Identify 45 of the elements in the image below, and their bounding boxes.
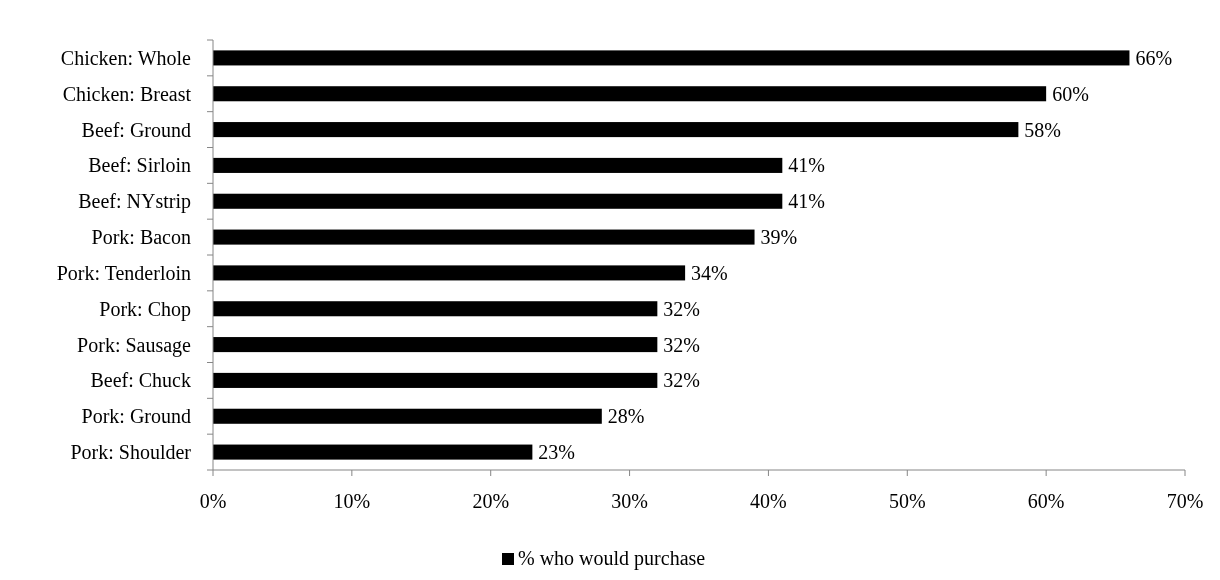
x-tick-label: 20%: [472, 490, 510, 512]
y-tick-label: Beef: Sirloin: [88, 154, 191, 177]
data-label: 60%: [1052, 82, 1089, 105]
x-tick-label: 70%: [1166, 490, 1204, 512]
bar: [213, 301, 658, 317]
data-label: 39%: [760, 226, 798, 249]
data-label: 41%: [788, 154, 825, 177]
x-tick-label: 50%: [888, 490, 926, 512]
bar: [213, 444, 533, 460]
y-tick-label: Pork: Tenderloin: [56, 261, 191, 284]
bar: [213, 229, 755, 245]
y-tick-label: Chicken: Breast: [62, 82, 192, 105]
data-label: 32%: [663, 369, 701, 392]
y-tick-label: Pork: Shoulder: [70, 441, 192, 464]
data-label: 41%: [788, 190, 825, 213]
data-label: 58%: [1024, 118, 1062, 141]
bar: [213, 265, 686, 281]
data-label: 34%: [691, 261, 728, 284]
y-tick-label: Chicken: Whole: [60, 46, 192, 69]
bar: [213, 157, 783, 173]
y-tick-label: Pork: Sausage: [77, 333, 192, 357]
data-label: 23%: [538, 441, 576, 464]
bar: [213, 372, 658, 388]
x-tick-label: 40%: [750, 490, 787, 512]
y-tick-label: Pork: Chop: [99, 297, 191, 321]
legend-label: % who would purchase: [518, 547, 706, 570]
bar: [213, 86, 1047, 102]
data-label: 66%: [1135, 46, 1173, 69]
x-tick-label: 0%: [199, 490, 227, 512]
bar: [213, 193, 783, 209]
bar: [213, 408, 602, 424]
x-tick-label: 10%: [333, 490, 371, 512]
data-label: 32%: [663, 297, 701, 320]
data-label: 32%: [663, 333, 701, 356]
y-tick-label: Beef: Ground: [81, 118, 191, 141]
y-tick-label: Beef: NYstrip: [78, 190, 191, 214]
bar: [213, 122, 1019, 138]
bar: [213, 50, 1130, 66]
y-tick-label: Pork: Ground: [81, 405, 191, 428]
bar: [213, 337, 658, 353]
y-tick-label: Pork: Bacon: [91, 226, 191, 249]
y-tick-label: Beef: Chuck: [90, 369, 191, 392]
x-tick-label: 60%: [1027, 490, 1065, 512]
data-label: 28%: [607, 405, 645, 428]
x-tick-label: 30%: [611, 490, 648, 512]
